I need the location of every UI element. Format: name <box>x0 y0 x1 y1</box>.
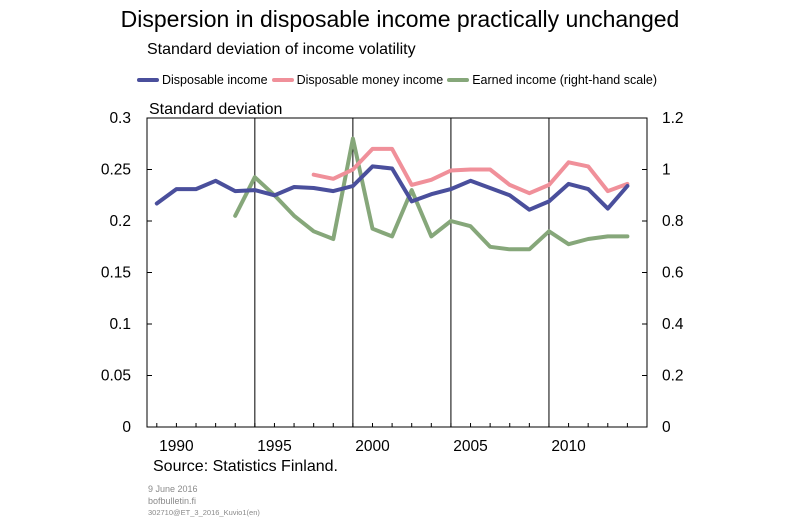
y-tick-label: 0.05 <box>101 368 131 385</box>
chart-subtitle: Standard deviation of income volatility <box>147 41 416 58</box>
legend-item-disposable-income: Disposable income <box>137 73 268 87</box>
y2-tick-label: 0.2 <box>662 368 684 385</box>
site-name: bofbulletin.fi <box>148 496 197 506</box>
x-tick-label: 2010 <box>551 438 586 455</box>
series-line-disposable-money-income <box>311 146 630 196</box>
y-tick-label: 0.2 <box>109 213 131 230</box>
y2-tick-label: 0.4 <box>662 316 684 333</box>
y2-tick-label: 0.6 <box>662 265 684 282</box>
chart-title: Dispersion in disposable income practica… <box>120 6 680 32</box>
figure-code: 302710@ET_3_2016_Kuvio1(en) <box>148 508 260 517</box>
x-tick-label: 1995 <box>257 438 291 455</box>
y-tick-label: 0.15 <box>101 265 131 282</box>
legend-label-disposable-income: Disposable income <box>162 73 268 87</box>
legend-label-disposable-money-income: Disposable money income <box>296 73 444 87</box>
y-tick-label: 0.3 <box>109 110 131 127</box>
y-tick-label: 0.25 <box>101 162 131 179</box>
source-note: Source: Statistics Finland. <box>153 458 338 475</box>
y-axis-label: Standard deviation <box>149 101 282 118</box>
legend-swatch-earned-income <box>447 78 470 82</box>
y2-tick-label: 0.8 <box>662 213 684 230</box>
x-tick-label: 2005 <box>453 438 487 455</box>
x-tick-label: 2000 <box>355 438 390 455</box>
legend-swatch-disposable-money-income <box>271 78 294 82</box>
y2-tick-label: 1.2 <box>662 110 684 127</box>
y2-tick-label: 0 <box>662 419 671 436</box>
legend: Disposable income Disposable money incom… <box>137 73 661 87</box>
series-line-earned-income <box>233 136 630 252</box>
y2-tick-label: 1 <box>662 162 671 179</box>
publication-date: 9 June 2016 <box>148 484 198 494</box>
legend-swatch-disposable-income <box>137 78 159 82</box>
legend-item-earned-income: Earned income (right-hand scale) <box>447 73 657 87</box>
x-tick-label: 1990 <box>159 438 194 455</box>
series-line-disposable-income <box>154 164 630 212</box>
y-tick-label: 0 <box>122 419 131 436</box>
legend-item-disposable-money-income: Disposable money income <box>271 73 444 87</box>
legend-label-earned-income: Earned income (right-hand scale) <box>472 73 658 87</box>
y-tick-label: 0.1 <box>109 316 131 333</box>
